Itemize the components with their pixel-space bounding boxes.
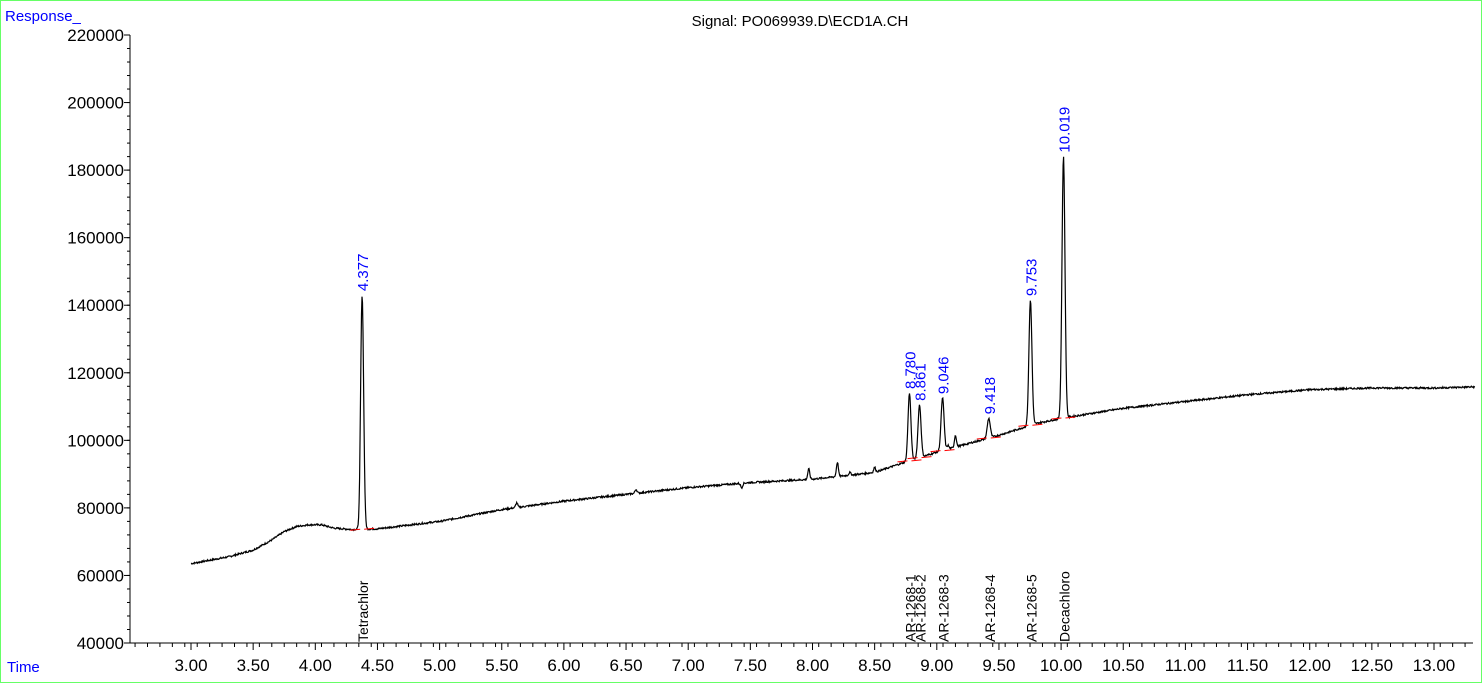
compound-labels: Tetrachlor AR-1268-1AR-1268-2 AR-1268-3 AR-… (355, 571, 1072, 642)
x-tick-label: 5.50 (485, 656, 518, 675)
peak-rt-label: 9.753 (1023, 259, 1040, 297)
x-tick-label: 4.50 (361, 656, 394, 675)
baseline-marker (990, 436, 1001, 439)
compound-label: AR-1268-1 (902, 574, 918, 642)
baseline-marker (930, 450, 941, 453)
x-tick-label: 11.50 (1227, 656, 1268, 675)
x-tick-label: 11.00 (1165, 656, 1206, 675)
baseline-marker (1032, 423, 1043, 426)
compound-label: AR-1268-4 (982, 574, 998, 642)
x-tick-label: 7.50 (734, 656, 767, 675)
x-tick-label: 6.00 (547, 656, 580, 675)
y-tick-label: 100000 (67, 431, 124, 450)
compound-label: AR-1268-2 (913, 574, 929, 642)
y-tick-label: 160000 (67, 229, 124, 248)
y-axis-label: Response_ (5, 8, 81, 25)
y-tick-label: 220000 (67, 26, 124, 45)
y-tick-label: 80000 (77, 499, 124, 518)
y-tick-label: 40000 (77, 634, 124, 653)
x-tick-label: 4.00 (299, 656, 332, 675)
compound-label: Tetrachlor (355, 580, 371, 642)
x-tick-label: 12.50 (1351, 656, 1394, 675)
baseline-marker (976, 437, 987, 440)
y-tick-label: 180000 (67, 161, 124, 180)
x-tick-label: 10.00 (1040, 656, 1083, 675)
peak-rt-label: 9.418 (982, 377, 999, 415)
y-tick-label: 60000 (77, 566, 124, 585)
y-tick-label: 120000 (67, 364, 124, 383)
x-tick-label: 12.00 (1288, 656, 1331, 675)
x-tick-label: 10.50 (1102, 656, 1145, 675)
baseline-markers (350, 416, 1076, 531)
chart-title: Signal: PO069939.D\ECD1A.CH (691, 13, 909, 30)
compound-label: AR-1268-5 (1023, 574, 1039, 642)
x-tick-label: 8.50 (858, 656, 891, 675)
peak-rt-label: 9.046 (936, 357, 953, 395)
baseline-marker (364, 527, 375, 530)
peak-rt-label: 8.780 (902, 351, 919, 389)
signal-trace (190, 156, 1476, 565)
y-tick-label: 140000 (67, 296, 124, 315)
x-tick-label: 3.50 (237, 656, 270, 675)
x-axis-ticks: 3.00 3.50 4.00 4.50 5.00 5.50 6.00 6.50 7.00 7.50… (134, 643, 1466, 675)
x-tick-label: 3.00 (174, 656, 207, 675)
compound-label: AR-1268-3 (936, 574, 952, 642)
baseline-marker (897, 460, 908, 463)
signal-line (190, 156, 1476, 565)
x-tick-label: 9.00 (920, 656, 953, 675)
compound-label: Decachloro (1056, 571, 1072, 642)
x-tick-label: 5.00 (423, 656, 456, 675)
baseline-marker (1018, 424, 1029, 427)
baseline-marker (907, 457, 918, 460)
y-axis-ticks: 40000 60000 80000 100000 120000 140000 160000 1… (67, 26, 130, 653)
x-tick-label: 8.00 (796, 656, 829, 675)
baseline-marker (350, 528, 361, 531)
x-tick-label: 7.00 (672, 656, 705, 675)
peak-rt-label: 4.377 (355, 254, 372, 292)
baseline-marker (1065, 416, 1076, 419)
baseline-marker (921, 456, 932, 459)
baseline-marker (944, 449, 955, 452)
y-tick-label: 200000 (67, 94, 124, 113)
baseline-marker (1051, 417, 1062, 420)
x-tick-label: 13.00 (1413, 656, 1456, 675)
baseline-marker (911, 459, 922, 462)
x-tick-label: 9.50 (982, 656, 1015, 675)
peak-rt-label: 8.861 (913, 363, 930, 401)
peak-rt-label: 10.019 (1056, 107, 1073, 153)
x-tick-label: 6.50 (610, 656, 643, 675)
x-axis-label: Time (7, 659, 40, 676)
